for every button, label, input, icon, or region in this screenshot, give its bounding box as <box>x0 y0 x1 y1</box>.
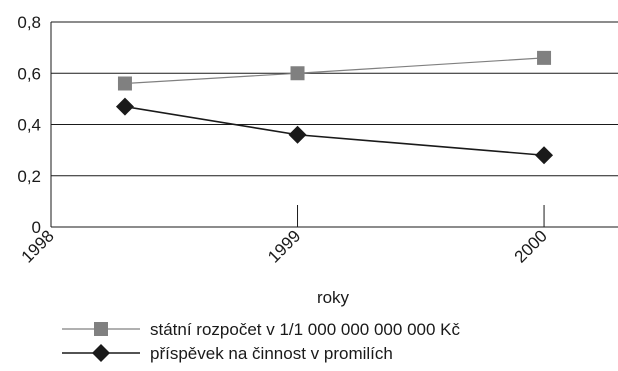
data-point-diamond <box>288 125 307 144</box>
legend: státní rozpočet v 1/1 000 000 000 000 Kč… <box>62 320 460 363</box>
y-tick-label: 0,2 <box>17 167 41 186</box>
legend-label: státní rozpočet v 1/1 000 000 000 000 Kč <box>150 320 460 339</box>
legend-label: příspěvek na činnost v promilích <box>150 344 393 363</box>
series-line <box>124 105 545 157</box>
legend-marker-square <box>94 322 108 336</box>
data-point-square <box>290 66 305 81</box>
series-2 <box>115 97 554 165</box>
legend-item-1: státní rozpočet v 1/1 000 000 000 000 Kč <box>62 320 460 339</box>
x-tick-label: 1998 <box>18 226 58 266</box>
data-point-square <box>117 76 132 91</box>
axes <box>50 22 618 228</box>
x-axis-title: roky <box>317 288 350 307</box>
y-tick-label: 0,4 <box>17 116 41 135</box>
y-tick-label: 0,8 <box>17 13 41 32</box>
data-point-diamond <box>535 146 554 165</box>
y-tick-label: 0 <box>32 218 41 237</box>
legend-item-2: příspěvek na činnost v promilích <box>62 344 393 363</box>
data-point-square <box>537 50 552 65</box>
y-tick-label: 0,6 <box>17 64 41 83</box>
series-layer <box>115 50 554 165</box>
x-tick-label: 2000 <box>511 226 551 266</box>
y-axis-ticks: 0 0,2 0,4 0,6 0,8 <box>17 13 41 237</box>
legend-marker-diamond <box>92 344 110 362</box>
data-point-diamond <box>115 97 134 116</box>
series-line <box>124 57 545 85</box>
series-1 <box>117 50 552 91</box>
grid-lines <box>51 21 618 177</box>
x-axis-ticks: 1998 1999 2000 <box>18 205 551 267</box>
x-tick-label: 1999 <box>264 226 304 266</box>
